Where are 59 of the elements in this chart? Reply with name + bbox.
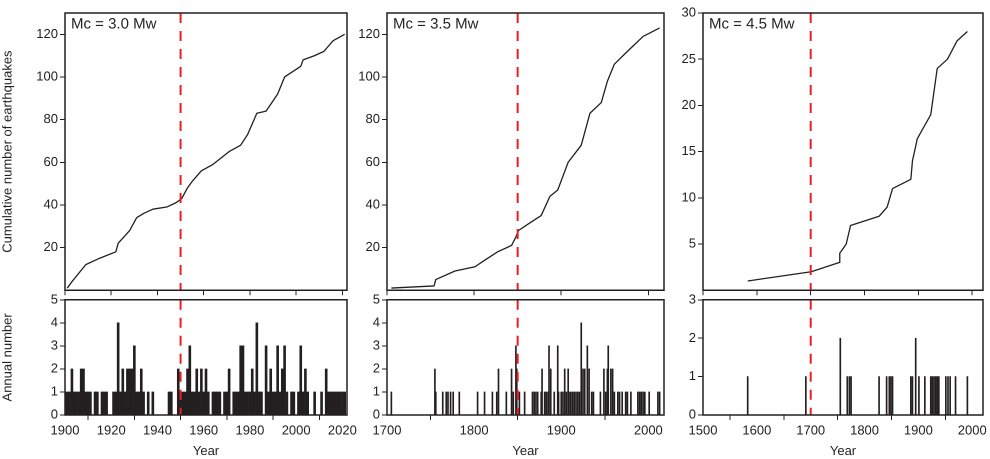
- y-tick-label: 5: [50, 291, 58, 306]
- y-tick-label: 10: [682, 189, 696, 204]
- x-tick-label: 1900: [546, 422, 576, 438]
- y-tick-label: 20: [44, 239, 58, 254]
- y-tick-label: 1: [688, 368, 696, 384]
- x-axis-title: Year: [192, 442, 220, 458]
- y-tick-label: 80: [366, 111, 380, 126]
- y-tick-label: 120: [358, 26, 380, 41]
- y-tick-label: 3: [688, 291, 696, 306]
- y-axis-title: Cumulative number of earthquakes: [0, 50, 14, 253]
- annotation: Mc = 3.5 Mw: [393, 16, 479, 33]
- x-tick-label: 2000: [282, 422, 311, 438]
- y-tick-label: 0: [50, 406, 58, 422]
- x-tick-label: 1960: [189, 422, 218, 438]
- y-tick-label: 30: [682, 4, 696, 20]
- x-axis-title: Year: [512, 442, 540, 458]
- y-tick-label: 1: [372, 384, 380, 399]
- y-tick-label: 60: [366, 154, 380, 169]
- y-tick-label: 3: [372, 337, 380, 352]
- y-tick-label: 1: [50, 384, 58, 399]
- x-tick-label: 1920: [96, 422, 126, 438]
- y-tick-label: 100: [36, 68, 58, 84]
- x-tick-label: 1700: [796, 422, 826, 438]
- y-tick-label: 2: [688, 330, 696, 345]
- x-tick-label: 1980: [235, 422, 264, 438]
- y-tick-label: 3: [50, 337, 58, 352]
- annotation: Mc = 3.0 Mw: [71, 16, 157, 33]
- y-tick-label: 120: [36, 26, 58, 41]
- y-axis-title: Annual number: [0, 312, 14, 402]
- y-tick-label: 2: [50, 360, 58, 376]
- x-tick-label: 2000: [958, 422, 987, 438]
- y-tick-label: 100: [358, 68, 380, 84]
- x-tick-label: 1900: [50, 422, 80, 438]
- x-tick-label: 1500: [688, 422, 718, 438]
- x-tick-label: 1800: [460, 422, 489, 438]
- x-tick-label: 1900: [904, 422, 933, 438]
- x-tick-label: 1700: [372, 422, 402, 438]
- x-tick-label: 2000: [634, 422, 663, 438]
- y-tick-label: 5: [688, 236, 696, 251]
- y-tick-label: 60: [44, 154, 58, 169]
- y-tick-label: 2: [372, 360, 380, 376]
- y-tick-label: 4: [372, 314, 380, 330]
- y-tick-label: 40: [44, 196, 58, 212]
- x-tick-label: 1940: [143, 422, 172, 438]
- y-tick-label: 40: [366, 196, 380, 212]
- y-tick-label: 15: [682, 143, 696, 158]
- y-tick-label: 20: [366, 239, 380, 254]
- y-tick-label: 5: [372, 291, 380, 306]
- x-axis-title: Year: [830, 442, 857, 458]
- y-tick-label: 4: [50, 314, 58, 330]
- annotation: Mc = 4.5 Mw: [709, 16, 795, 33]
- x-tick-label: 1600: [742, 422, 772, 438]
- y-tick-label: 0: [372, 406, 380, 422]
- x-tick-label: 1800: [850, 422, 879, 438]
- y-tick-label: 0: [688, 406, 696, 422]
- x-tick-label: 2020: [328, 422, 357, 438]
- y-tick-label: 20: [682, 96, 696, 112]
- y-tick-label: 80: [44, 111, 58, 126]
- y-tick-label: 25: [682, 50, 696, 66]
